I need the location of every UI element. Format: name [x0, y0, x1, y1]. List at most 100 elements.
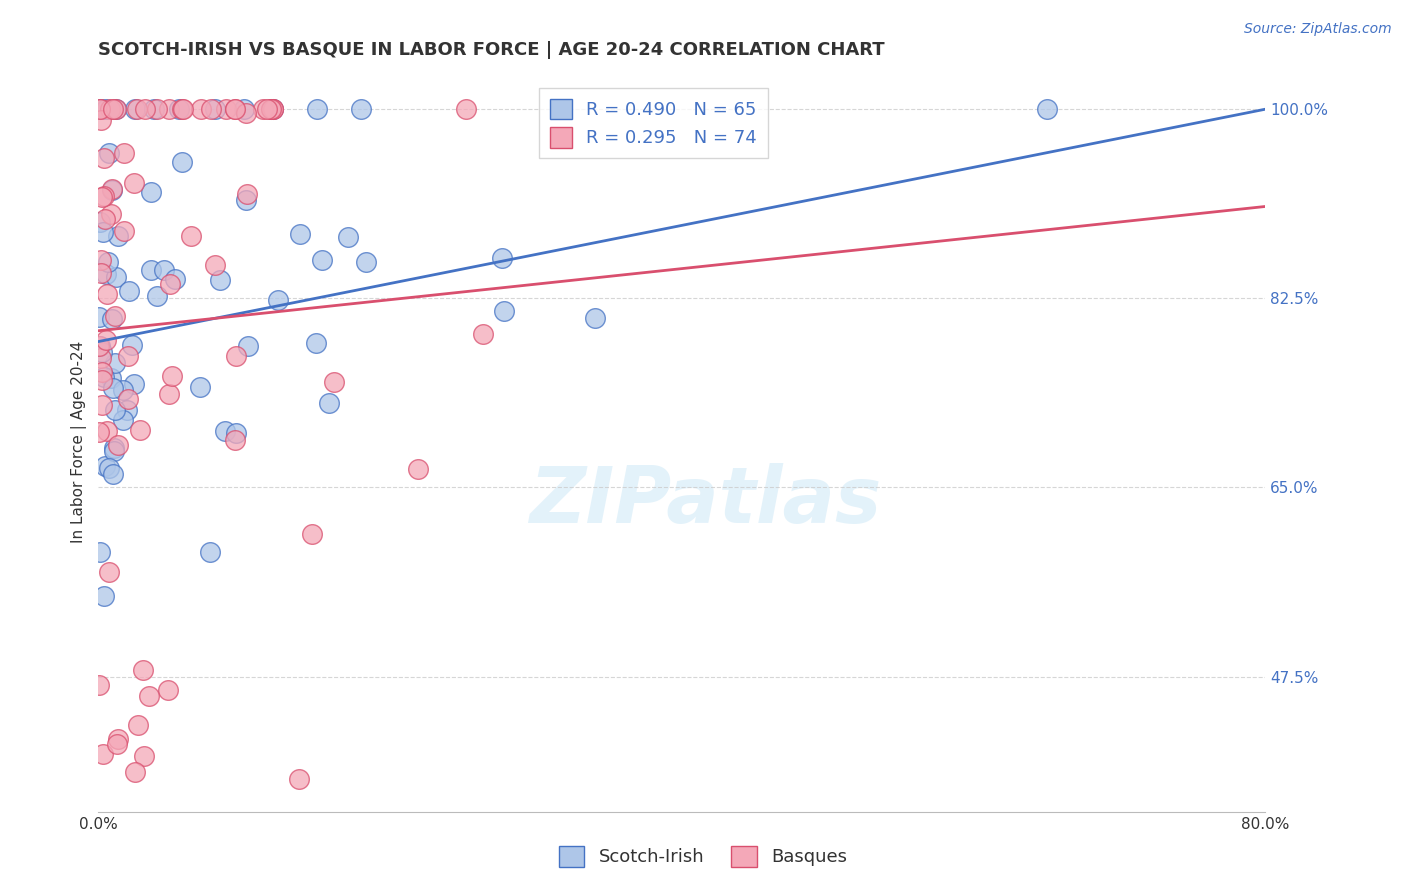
Point — [204, 258, 226, 272]
Point — [89, 545, 111, 559]
Y-axis label: In Labor Force | Age 20-24: In Labor Force | Age 20-24 — [72, 341, 87, 542]
Point — [112, 413, 135, 427]
Point — [101, 182, 124, 196]
Point — [159, 277, 181, 292]
Point — [256, 102, 278, 116]
Point — [472, 326, 495, 341]
Point — [198, 545, 221, 559]
Point — [290, 227, 312, 241]
Point — [209, 273, 232, 287]
Point — [124, 102, 146, 116]
Point — [260, 102, 283, 116]
Point — [89, 253, 111, 268]
Point — [90, 373, 112, 387]
Text: ZIPatlas: ZIPatlas — [529, 463, 882, 539]
Point — [91, 366, 114, 380]
Point — [188, 379, 211, 393]
Point — [100, 183, 122, 197]
Point — [117, 392, 139, 406]
Point — [93, 151, 115, 165]
Point — [307, 102, 329, 116]
Point — [170, 155, 193, 169]
Point — [103, 381, 125, 395]
Point — [89, 339, 111, 353]
Point — [103, 444, 125, 458]
Point — [180, 229, 202, 244]
Point — [100, 370, 122, 384]
Point — [225, 349, 247, 363]
Point — [96, 286, 118, 301]
Point — [215, 102, 238, 116]
Point — [262, 102, 284, 116]
Point — [89, 215, 111, 229]
Point — [311, 252, 333, 267]
Point — [492, 304, 515, 318]
Point — [104, 102, 127, 116]
Point — [97, 461, 120, 475]
Point — [288, 772, 311, 787]
Point — [89, 102, 111, 116]
Point — [89, 678, 111, 692]
Point — [225, 425, 247, 440]
Point — [101, 467, 124, 481]
Point — [153, 262, 176, 277]
Point — [121, 337, 143, 351]
Point — [236, 186, 259, 201]
Point — [156, 682, 179, 697]
Point — [406, 462, 429, 476]
Point — [94, 459, 117, 474]
Point — [142, 102, 165, 116]
Point — [214, 424, 236, 438]
Point — [138, 689, 160, 703]
Point — [100, 207, 122, 221]
Point — [1035, 102, 1057, 116]
Point — [252, 102, 274, 116]
Point — [115, 403, 138, 417]
Point — [90, 102, 112, 116]
Point — [104, 309, 127, 323]
Point — [163, 272, 186, 286]
Point — [583, 311, 606, 326]
Point — [104, 269, 127, 284]
Point — [90, 345, 112, 359]
Point — [190, 102, 212, 116]
Point — [132, 748, 155, 763]
Point — [167, 102, 190, 116]
Point — [260, 102, 283, 116]
Point — [267, 293, 290, 307]
Text: SCOTCH-IRISH VS BASQUE IN LABOR FORCE | AGE 20-24 CORRELATION CHART: SCOTCH-IRISH VS BASQUE IN LABOR FORCE | … — [98, 41, 884, 59]
Point — [93, 189, 115, 203]
Point — [105, 102, 128, 116]
Point — [157, 102, 180, 116]
Point — [159, 386, 181, 401]
Point — [103, 102, 125, 116]
Point — [235, 106, 257, 120]
Point — [90, 351, 112, 365]
Text: Source: ZipAtlas.com: Source: ZipAtlas.com — [1244, 22, 1392, 37]
Point — [224, 433, 246, 447]
Point — [139, 185, 162, 199]
Point — [93, 589, 115, 603]
Point — [318, 396, 340, 410]
Point — [350, 102, 373, 116]
Point — [91, 747, 114, 761]
Point — [96, 424, 118, 438]
Point — [122, 176, 145, 190]
Point — [122, 377, 145, 392]
Legend: Scotch-Irish, Basques: Scotch-Irish, Basques — [551, 838, 855, 874]
Point — [89, 338, 111, 352]
Point — [491, 251, 513, 265]
Point — [94, 268, 117, 282]
Point — [101, 312, 124, 326]
Point — [204, 102, 226, 116]
Point — [105, 737, 128, 751]
Point — [89, 310, 111, 324]
Point — [91, 398, 114, 412]
Point — [90, 266, 112, 280]
Point — [139, 263, 162, 277]
Point — [107, 229, 129, 244]
Point — [111, 383, 134, 397]
Point — [97, 146, 120, 161]
Point — [224, 102, 246, 116]
Point — [233, 102, 256, 116]
